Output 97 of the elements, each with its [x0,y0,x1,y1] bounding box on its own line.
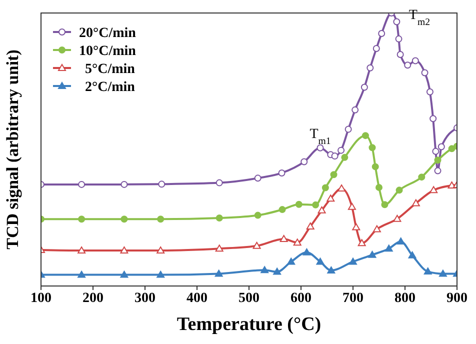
point [316,144,324,152]
point [426,88,434,96]
point [378,30,386,37]
point [306,222,314,230]
x-tick-label: 300 [134,290,156,306]
point [412,199,420,206]
point [448,145,456,152]
x-axis-title: Temperature (°C) [176,314,322,335]
x-tick-label: 800 [394,290,416,306]
point [254,212,262,219]
point [327,266,336,274]
point [216,214,223,222]
point [396,186,403,194]
point [120,216,128,223]
point [295,200,302,208]
point [372,44,380,52]
point [215,244,224,252]
point [376,184,382,191]
x-tick-label: 900 [446,290,468,306]
point [434,156,442,164]
point [216,179,223,186]
point [273,268,282,275]
x-tick-label: 100 [30,290,52,306]
point [393,214,402,222]
point [430,115,437,122]
point [280,235,288,242]
point [368,250,376,258]
point [302,248,311,256]
point [156,270,165,278]
point [432,148,440,155]
point [368,144,376,152]
point [312,201,320,208]
point [78,180,86,188]
point [421,69,428,76]
point [424,268,432,275]
point [412,57,419,64]
y-axis-title: TCD signal (arbitrary unit) [3,50,22,250]
point [120,246,128,254]
point [352,106,359,114]
point [120,270,128,278]
point [348,202,356,210]
point [316,258,324,265]
x-tick-label: 700 [342,290,364,306]
point [278,169,286,176]
point [366,64,374,72]
point [326,194,335,202]
x-tick-label: 500 [238,290,260,306]
point [78,270,86,278]
point [434,167,442,174]
point [404,62,412,69]
point [287,258,296,265]
point [293,238,302,246]
legend-label: 2°C/min [85,80,136,95]
point [158,180,166,188]
point [254,174,262,182]
point [349,258,357,265]
x-tick-label: 200 [82,290,104,306]
x-tick-label: 400 [186,290,208,306]
point [384,244,393,252]
point [278,206,286,214]
point [352,223,360,230]
point [438,270,447,277]
point [338,146,345,154]
point [260,266,269,274]
point [418,174,426,181]
point [214,270,223,277]
point [330,171,338,178]
point [344,126,352,133]
point [252,242,261,249]
point [430,186,438,194]
point [362,132,369,140]
point [438,143,445,150]
x-tick-label: 600 [290,290,312,306]
annotation: T$_{m1}$ [310,126,331,146]
legend-label: 5°C/min [85,62,136,77]
point [318,206,326,214]
point [341,154,348,161]
point [322,184,329,192]
point [381,201,388,208]
point [78,246,86,254]
point [331,152,338,160]
point [156,246,165,254]
point [78,216,86,223]
point [372,163,379,170]
point [393,18,400,26]
point [395,35,402,42]
point [396,50,404,58]
point [408,251,416,258]
point [372,225,381,232]
legend-label: 20°C/min [79,26,136,41]
point [360,84,368,91]
point [358,239,366,246]
point [157,216,164,223]
legend-label: 10°C/min [79,44,136,59]
point [396,238,405,244]
point [300,158,308,166]
point [120,180,128,188]
